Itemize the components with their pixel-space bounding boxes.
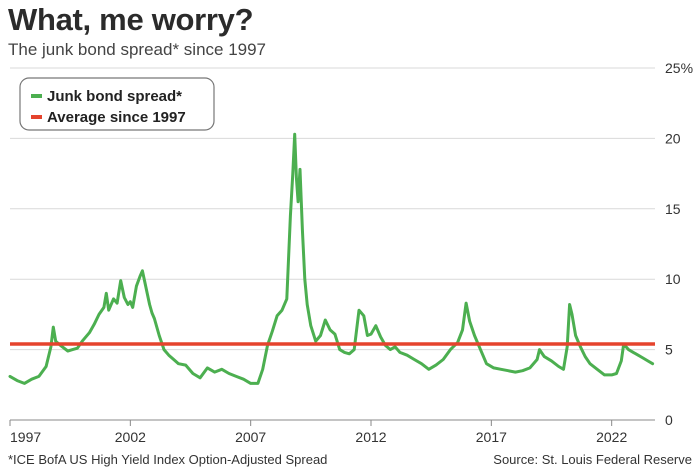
x-tick-label: 1997 (10, 429, 41, 445)
series-lines (8, 132, 655, 385)
series-line-junk-bond-spread (8, 132, 655, 385)
grid-lines (10, 67, 655, 351)
x-tick-label: 2002 (115, 429, 146, 445)
y-tick-label: 20 (665, 130, 681, 146)
x-tick-label: 2022 (596, 429, 627, 445)
legend-label-spread: Junk bond spread* (47, 88, 182, 105)
x-tick-label: 2007 (235, 429, 266, 445)
legend-label-average: Average since 1997 (47, 109, 186, 126)
y-tick-label: 10 (665, 271, 681, 287)
axes: 0 5 10 15 20 25% 1997 2002 2007 2012 2017 2022 (9, 60, 693, 445)
x-tick-label: 2012 (355, 429, 386, 445)
y-tick-label: 0 (665, 412, 673, 428)
legend-box (19, 77, 215, 131)
y-tick-label: 15 (665, 201, 681, 217)
legend: Junk bond spread* Average since 1997 (19, 77, 215, 131)
chart-footnote: *ICE BofA US High Yield Index Option-Adj… (8, 452, 328, 467)
x-tick-label: 2017 (476, 429, 507, 445)
chart-title: What, me worry? (8, 2, 254, 37)
y-tick-label: 5 (665, 342, 673, 358)
y-tick-label: 25% (665, 60, 693, 76)
chart-source: Source: St. Louis Federal Reserve (493, 452, 692, 467)
chart-subtitle: The junk bond spread* since 1997 (8, 40, 267, 59)
